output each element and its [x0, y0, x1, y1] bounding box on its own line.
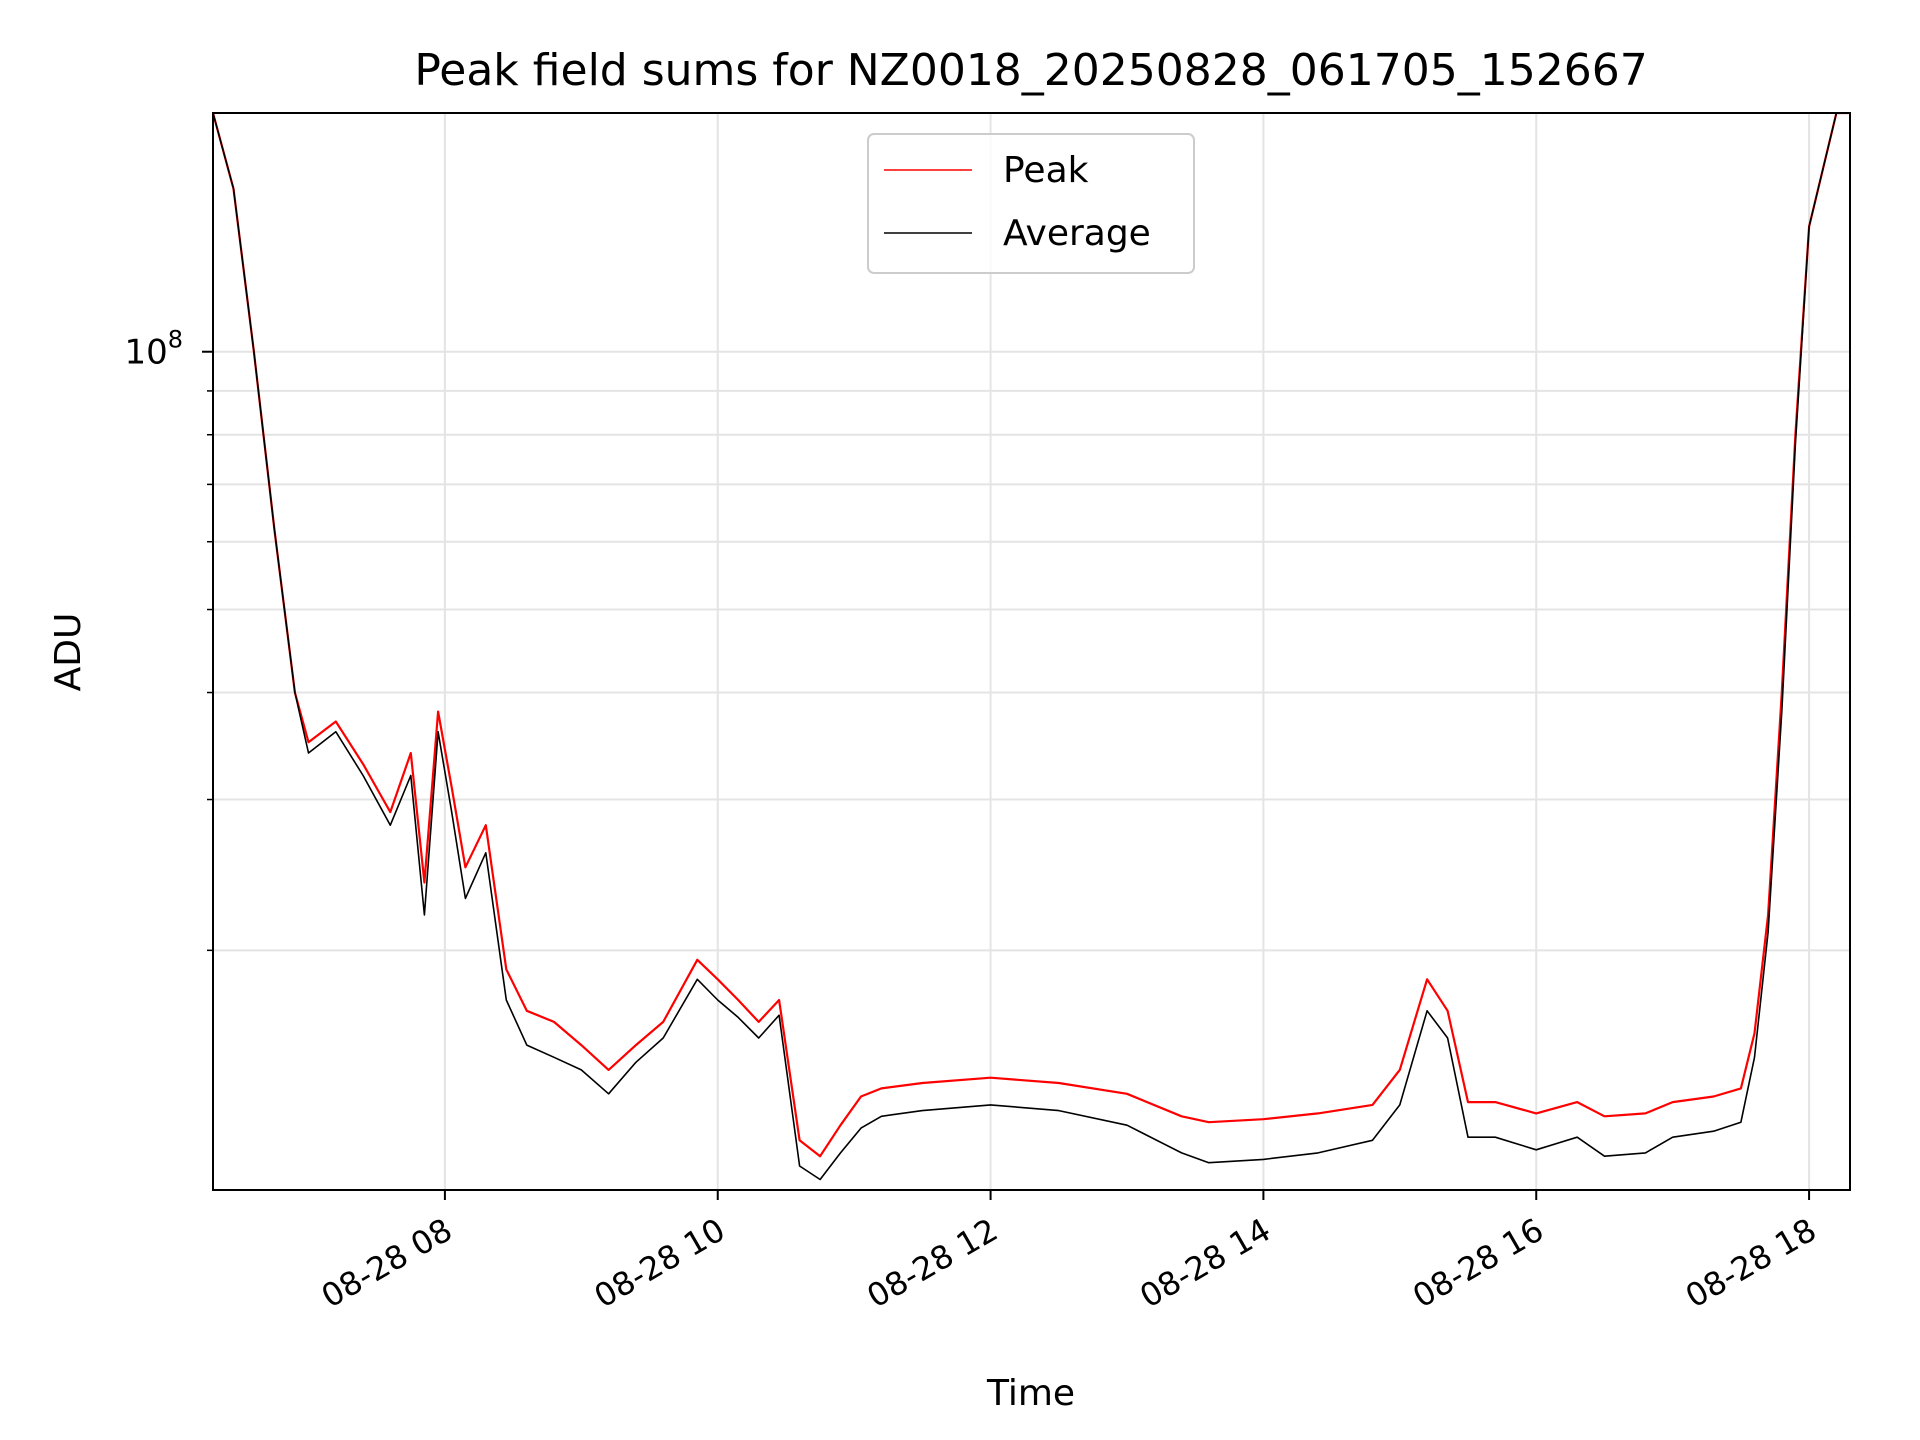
- legend-box: [867, 133, 1195, 274]
- y-axis-label: ADU: [48, 613, 89, 692]
- x-axis-label: Time: [986, 1373, 1075, 1414]
- legend: Peak Average: [867, 133, 1195, 274]
- plot-frame: [212, 112, 1851, 1191]
- y-tick-label: 108: [124, 326, 183, 373]
- y-tick-label-base: 10: [124, 333, 167, 373]
- legend-label-average: Average: [1003, 213, 1151, 254]
- legend-label-peak: Peak: [1003, 150, 1089, 191]
- series-line-average: [213, 113, 1850, 1181]
- chart-title: Peak field sums for NZ0018_20250828_0617…: [414, 45, 1647, 96]
- grid: [213, 113, 1850, 1190]
- y-tick-label-exponent: 8: [168, 326, 183, 354]
- plot-area: [213, 113, 1850, 1181]
- series-line-peak: [213, 113, 1850, 1158]
